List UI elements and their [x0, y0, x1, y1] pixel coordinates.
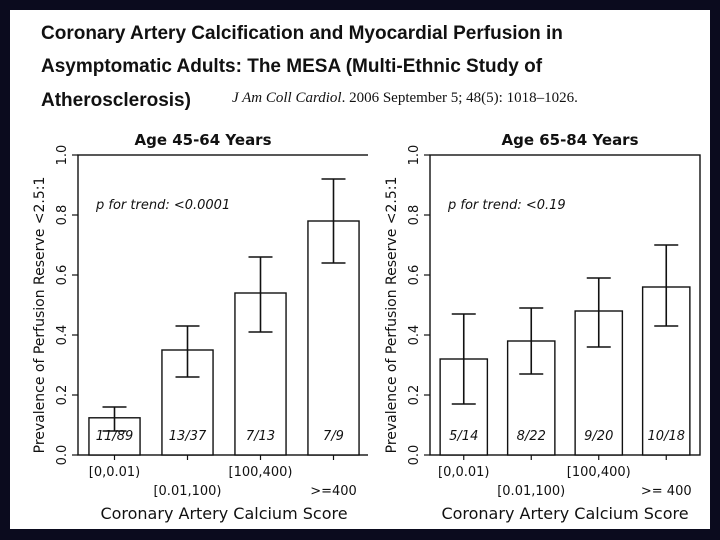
slide-title-line-2: Asymptomatic Adults: The MESA (Multi-Eth…: [41, 56, 543, 77]
bar-count-label-4: 10/18: [648, 429, 685, 444]
plot-frame: [77, 154, 368, 456]
x-category-label-3: [100,400): [567, 465, 631, 480]
chart-age-65-84: Age 65-84 Years 0.0 0.2 0.4 0.6 0.8 1.0 Prevale…: [384, 131, 701, 523]
y-axis-label: Prevalence of Perfusion Reserve <2.5:1: [384, 177, 400, 454]
x-axis-label: Coronary Artery Calcium Score: [100, 504, 347, 523]
citation: J Am Coll Cardiol. 2006 September 5; 48(…: [232, 90, 578, 107]
y-tick-label: 0.4: [55, 325, 70, 346]
chart-age-45-64: Age 45-64 Years 0.0 0.2 0.4 0.6 0.8 1.0 Prevale…: [32, 131, 368, 523]
plot-frame: [429, 154, 701, 456]
x-category-label-2: [0.01,100): [153, 484, 221, 499]
y-tick-label: 0.8: [407, 205, 422, 226]
bar-count-label-3: 9/20: [584, 429, 613, 444]
y-axis-label: Prevalence of Perfusion Reserve <2.5:1: [32, 177, 48, 454]
y-tick-label: 0.2: [55, 385, 70, 406]
chart-title: Age 45-64 Years: [134, 131, 271, 149]
bar-count-label-2: 13/37: [169, 429, 207, 444]
y-tick-label: 0.4: [407, 325, 422, 346]
slide-title-line-1: Coronary Artery Calcification and Myocar…: [41, 23, 563, 44]
y-tick-label: 0.0: [407, 445, 422, 466]
x-category-label-1: [0,0.01): [438, 465, 490, 480]
chart-title: Age 65-84 Years: [501, 131, 638, 149]
bar-count-label-3: 7/13: [246, 429, 275, 444]
y-tick-label: 0.2: [407, 385, 422, 406]
x-category-label-3: [100,400): [229, 465, 293, 480]
x-category-label-1: [0,0.01): [89, 465, 141, 480]
y-tick-label: 1.0: [407, 145, 422, 166]
y-tick-label: 0.6: [407, 265, 422, 286]
y-tick-label: 0.8: [55, 205, 70, 226]
citation-journal: J Am Coll Cardiol: [232, 90, 342, 106]
y-tick-label: 0.0: [55, 445, 70, 466]
x-category-label-2: [0.01,100): [497, 484, 565, 499]
x-category-label-4: >=400: [310, 484, 357, 499]
x-axis-label: Coronary Artery Calcium Score: [441, 504, 688, 523]
bar-count-label-2: 8/22: [517, 429, 546, 444]
slide-title-line-3: Atherosclerosis): [41, 90, 191, 111]
trend-annotation: p for trend: <0.0001: [95, 198, 230, 213]
x-category-label-4: >= 400: [641, 484, 692, 499]
slide: Coronary Artery Calcification and Myocar…: [10, 10, 710, 529]
bar-count-label-1: 5/14: [449, 429, 478, 444]
y-tick-label: 1.0: [55, 145, 70, 166]
trend-annotation: p for trend: <0.19: [447, 198, 566, 213]
bar-count-label-4: 7/9: [323, 429, 344, 444]
citation-details: . 2006 September 5; 48(5): 1018–1026.: [341, 90, 578, 106]
bar-count-label-1: 11/89: [96, 429, 133, 444]
y-tick-label: 0.6: [55, 265, 70, 286]
